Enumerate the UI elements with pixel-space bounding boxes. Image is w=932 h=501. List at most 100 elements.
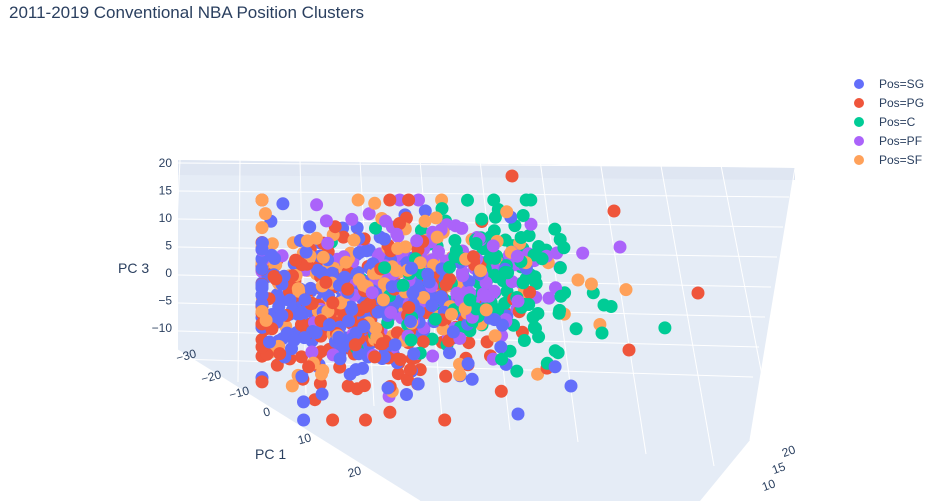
data-point: [317, 251, 330, 264]
data-point: [410, 234, 423, 247]
data-point: [517, 276, 530, 289]
data-point: [378, 233, 391, 246]
data-point: [596, 327, 609, 340]
data-point: [269, 272, 282, 285]
data-point: [353, 273, 366, 286]
data-point: [487, 239, 500, 252]
data-point: [484, 252, 497, 265]
x-axis-label: PC 1: [255, 446, 286, 462]
data-point: [275, 309, 288, 322]
data-point: [350, 327, 363, 340]
y-tick-label: 20: [780, 442, 798, 460]
z-axis-label: PC 3: [118, 260, 149, 276]
data-point: [360, 244, 373, 257]
data-point: [294, 307, 307, 320]
data-point: [658, 321, 671, 334]
data-point: [305, 346, 318, 359]
data-point: [405, 262, 418, 275]
legend-label: Pos=PG: [879, 96, 924, 110]
data-point: [488, 313, 501, 326]
data-point: [256, 278, 269, 291]
data-point: [404, 315, 417, 328]
data-point: [256, 262, 269, 275]
data-point: [366, 286, 379, 299]
data-point: [326, 414, 339, 427]
data-point: [256, 243, 269, 256]
data-point: [407, 347, 420, 360]
legend-item[interactable]: Pos=C: [848, 112, 924, 131]
data-point: [299, 293, 312, 306]
data-point: [462, 357, 475, 370]
data-point: [495, 353, 508, 366]
legend[interactable]: Pos=SG Pos=PG Pos=C Pos=PF Pos=SF: [848, 74, 924, 169]
data-point: [510, 365, 523, 378]
data-point: [303, 220, 316, 233]
data-point: [553, 304, 566, 317]
data-point: [286, 379, 299, 392]
data-point: [323, 318, 336, 331]
data-point: [576, 247, 589, 260]
legend-item[interactable]: Pos=PG: [848, 93, 924, 112]
z-tick-label: 0: [165, 266, 172, 280]
data-point: [438, 414, 451, 427]
data-point: [524, 194, 537, 207]
data-point: [377, 293, 390, 306]
legend-marker: [854, 79, 864, 89]
legend-label: Pos=PF: [879, 134, 922, 148]
data-point: [557, 241, 570, 254]
data-point: [440, 278, 453, 291]
data-point: [467, 250, 480, 263]
data-point: [310, 198, 323, 211]
data-point: [614, 241, 627, 254]
data-point: [423, 276, 436, 289]
data-point: [536, 252, 549, 265]
data-point: [489, 329, 502, 342]
data-point: [500, 205, 513, 218]
data-point: [445, 308, 458, 321]
z-tick-label: 5: [165, 239, 172, 253]
data-point: [319, 276, 332, 289]
data-point: [284, 294, 297, 307]
data-point: [289, 254, 302, 267]
data-point: [300, 246, 313, 259]
data-point: [378, 261, 391, 274]
legend-item[interactable]: Pos=SF: [848, 150, 924, 169]
data-point: [358, 379, 371, 392]
data-point: [426, 350, 439, 363]
data-point: [376, 337, 389, 350]
data-point: [342, 314, 355, 327]
data-point: [352, 194, 365, 207]
data-point: [494, 341, 507, 354]
data-point: [390, 264, 403, 277]
data-point: [461, 194, 474, 207]
data-point: [475, 213, 488, 226]
data-point: [439, 370, 452, 383]
data-point: [382, 382, 395, 395]
data-point: [320, 214, 333, 227]
data-point: [397, 279, 410, 292]
data-point: [383, 194, 396, 207]
data-point: [405, 334, 418, 347]
legend-item[interactable]: Pos=PF: [848, 131, 924, 150]
data-point: [256, 221, 269, 234]
data-point: [425, 299, 438, 312]
data-point: [554, 261, 567, 274]
data-point: [620, 283, 633, 296]
data-point: [517, 209, 530, 222]
data-point: [326, 296, 339, 309]
data-point: [570, 322, 583, 335]
legend-marker: [854, 98, 864, 108]
data-point: [383, 406, 396, 419]
data-point: [554, 290, 567, 303]
data-point: [528, 321, 541, 334]
legend-item[interactable]: Pos=SG: [848, 74, 924, 93]
data-point: [297, 414, 310, 427]
data-point: [419, 215, 432, 228]
data-point: [341, 283, 354, 296]
data-point: [432, 245, 445, 258]
data-point: [379, 215, 392, 228]
data-point: [404, 363, 417, 376]
data-point: [470, 237, 483, 250]
data-point: [359, 414, 372, 427]
